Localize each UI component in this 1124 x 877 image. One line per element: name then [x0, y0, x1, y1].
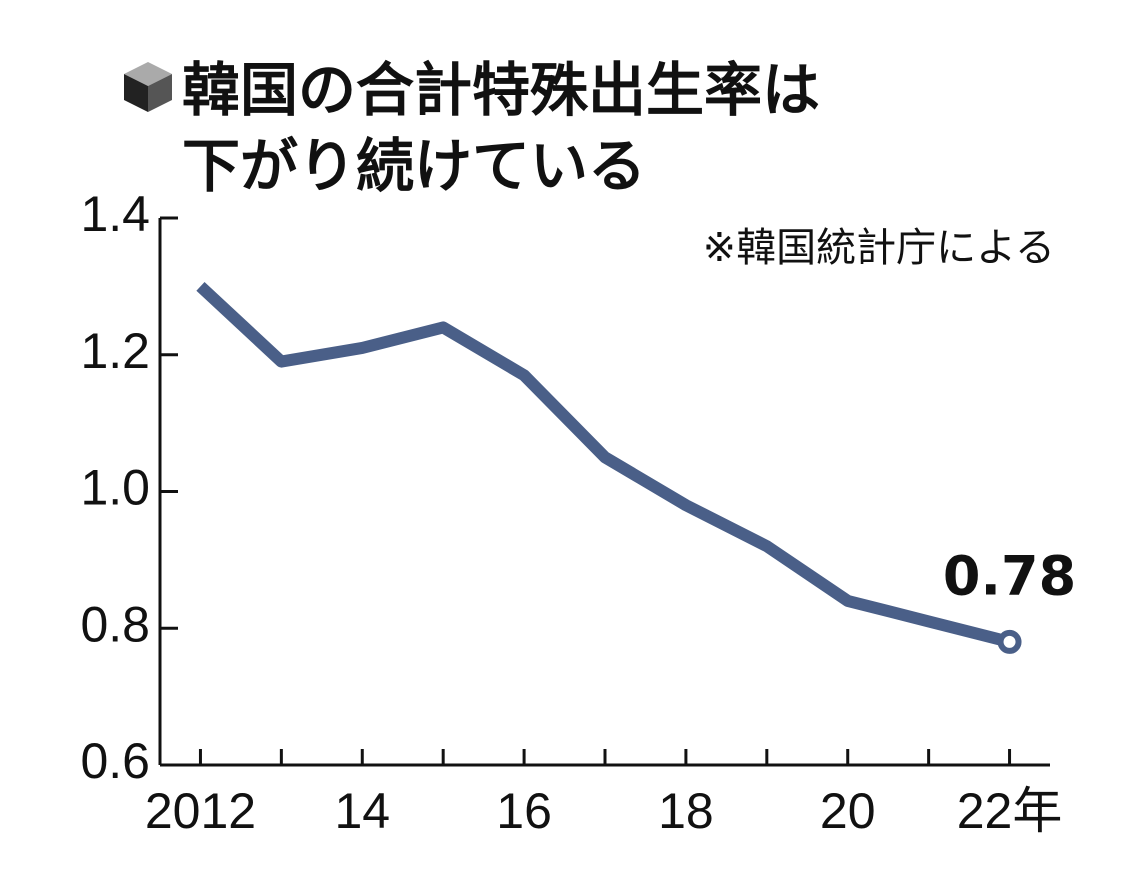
- end-point: [997, 629, 1022, 654]
- data-label: 0.78: [943, 545, 1076, 608]
- x-tick-label: 2012: [145, 783, 256, 839]
- chart-title: 下がり続けている: [182, 132, 646, 200]
- y-tick-label: 1.2: [80, 323, 150, 379]
- y-tick-label: 1.0: [80, 460, 150, 516]
- x-tick-label: 16: [496, 783, 552, 839]
- chart-title: 韓国の合計特殊出生率は: [182, 56, 820, 124]
- data-line: [196, 281, 1012, 648]
- x-tick-label: 14: [334, 783, 390, 839]
- x-tick-label: 20: [820, 783, 876, 839]
- source-note: ※韓国統計庁による: [703, 225, 1055, 271]
- title-icon: [124, 62, 172, 112]
- y-tick-label: 1.4: [80, 186, 150, 242]
- x-tick-label: 22年: [957, 783, 1063, 839]
- y-tick-label: 0.8: [80, 596, 150, 652]
- x-tick-label: 18: [658, 783, 714, 839]
- y-tick-label: 0.6: [80, 733, 150, 789]
